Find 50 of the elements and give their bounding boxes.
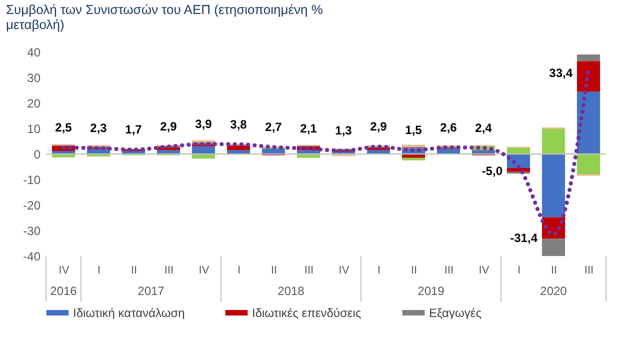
data-label: 1,3 bbox=[335, 124, 352, 138]
y-tick-label: 20 bbox=[27, 96, 41, 110]
x-tick-label: IV bbox=[58, 264, 70, 276]
data-label: 2,6 bbox=[440, 120, 458, 134]
legend-label: Ιδιωτική κατανάλωση bbox=[73, 306, 185, 320]
data-label: -31,4 bbox=[510, 231, 538, 246]
legend-label: Ιδιωτικές επενδύσεις bbox=[252, 306, 362, 320]
x-tick-label: II bbox=[410, 264, 418, 276]
y-tick-label: 10 bbox=[27, 122, 41, 136]
data-label: 2,7 bbox=[265, 120, 282, 134]
y-tick-label: -40 bbox=[23, 250, 41, 264]
x-tick-label: III bbox=[304, 264, 314, 276]
y-tick-label: 0 bbox=[34, 148, 41, 162]
x-tick-label: III bbox=[164, 264, 174, 276]
x-tick-label: IV bbox=[478, 264, 490, 276]
data-label: -5,0 bbox=[482, 164, 503, 178]
data-label: 2,9 bbox=[160, 120, 178, 134]
x-tick-label: I bbox=[517, 264, 521, 276]
y-tick-label: 30 bbox=[27, 71, 41, 85]
x-tick-label: II bbox=[130, 264, 138, 276]
x-tick-label: I bbox=[237, 264, 241, 276]
data-label: 1,5 bbox=[405, 123, 422, 138]
text: 2020 bbox=[540, 284, 568, 298]
y-tick-label: -30 bbox=[23, 224, 41, 238]
x-tick-label: IV bbox=[198, 264, 210, 276]
y-tick-label: -20 bbox=[23, 198, 41, 212]
text: 2016 bbox=[50, 284, 78, 298]
data-label: 3,8 bbox=[230, 117, 248, 132]
y-tick-label: -10 bbox=[23, 173, 41, 187]
x-tick-label: I bbox=[377, 264, 381, 276]
data-label: 2,5 bbox=[55, 120, 72, 135]
chart-title: Συμβολή των Συνιστωσών του ΑΕΠ (ετησιοποιημένη % μεταβολή) bbox=[6, 2, 324, 32]
x-tick-label: II bbox=[550, 264, 558, 276]
data-label: 33,4 bbox=[549, 66, 573, 80]
data-label: 3,9 bbox=[195, 117, 212, 132]
x-tick-label: III bbox=[584, 264, 594, 276]
x-tick-label: II bbox=[270, 264, 278, 276]
x-tick-label: IV bbox=[338, 264, 350, 276]
x-tick-label: III bbox=[444, 264, 454, 276]
x-tick-label: I bbox=[97, 264, 101, 276]
data-label: 2,9 bbox=[370, 120, 388, 134]
legend-label: Εξαγωγές bbox=[429, 306, 482, 320]
y-tick-label: 40 bbox=[27, 46, 41, 60]
data-label: 1,7 bbox=[125, 122, 142, 137]
data-label: 2,1 bbox=[300, 122, 318, 136]
data-label: 2,4 bbox=[475, 120, 492, 135]
text: 2017 bbox=[138, 284, 165, 298]
data-label: 2,3 bbox=[90, 121, 108, 136]
text: 2018 bbox=[278, 284, 305, 298]
text: 2019 bbox=[418, 284, 445, 298]
